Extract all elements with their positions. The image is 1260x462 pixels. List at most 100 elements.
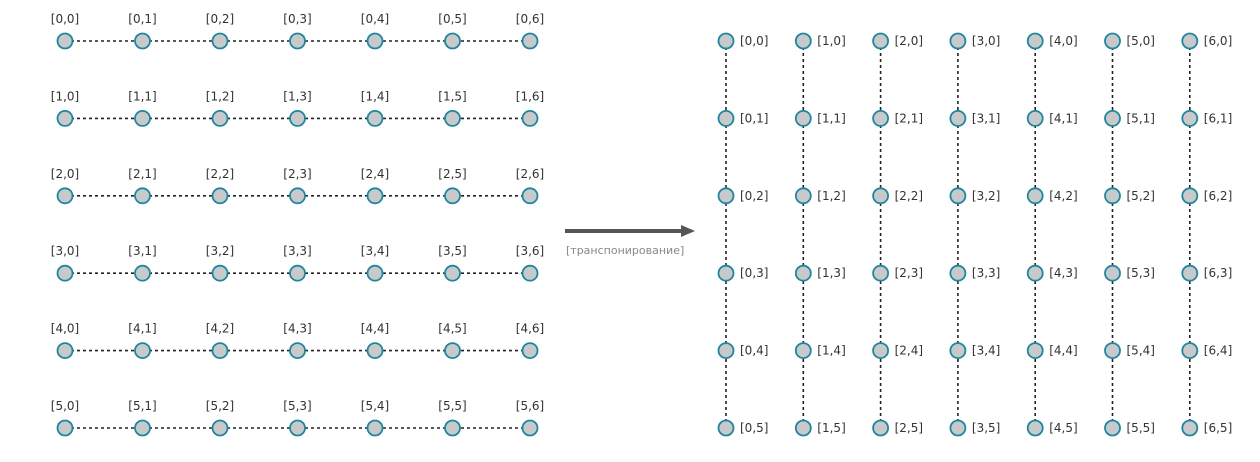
matrix-node: [1181, 187, 1199, 205]
right-column: [0,0] [0,1] [0,2] [0,3] [0,4] [0,5]: [717, 32, 768, 437]
matrix-node: [444, 342, 461, 360]
matrix-node: [134, 419, 151, 437]
matrix-node: [289, 342, 306, 360]
node-label: [5,3]: [283, 399, 311, 413]
matrix-node: [949, 110, 967, 127]
node-label: [5,2]: [206, 399, 234, 413]
node-label: [5,0]: [51, 399, 79, 413]
matrix-node: [794, 110, 812, 127]
arrow-head: [681, 225, 695, 237]
node-label: [1,3]: [817, 266, 845, 280]
matrix-node: [521, 187, 539, 205]
node-label: [3,0]: [972, 34, 1000, 48]
node-label: [1,3]: [283, 89, 311, 103]
matrix-node: [1026, 342, 1044, 360]
matrix-node: [289, 419, 306, 437]
node-label: [2,4]: [895, 344, 923, 358]
matrix-node: [56, 110, 74, 127]
matrix-node: [794, 419, 812, 437]
node-label: [0,4]: [361, 12, 389, 26]
node-label: [0,3]: [283, 12, 311, 26]
node-label: [2,0]: [51, 167, 79, 181]
matrix-node: [1104, 187, 1121, 205]
matrix-node: [872, 342, 889, 360]
matrix-node: [134, 187, 151, 205]
right-matrix-columns: [0,0] [0,1] [0,2] [0,3] [0,4] [0,5] [1,0] [1,1]…: [717, 32, 1232, 437]
node-label: [4,2]: [206, 322, 234, 336]
node-label: [4,1]: [128, 322, 156, 336]
matrix-node: [134, 342, 151, 360]
matrix-node: [1181, 110, 1199, 127]
node-label: [3,4]: [972, 344, 1000, 358]
node-label: [3,1]: [972, 111, 1000, 125]
matrix-node: [949, 342, 967, 360]
matrix-node: [366, 187, 384, 205]
node-label: [1,4]: [361, 89, 389, 103]
matrix-node: [794, 32, 812, 50]
left-matrix-rows: [0,0] [0,1] [0,2] [0,3] [0,4] [0,5] [0,6] [1,0]…: [51, 12, 544, 437]
matrix-node: [56, 32, 74, 50]
matrix-node: [289, 264, 306, 282]
right-column: [2,0] [2,1] [2,2] [2,3] [2,4] [2,5]: [872, 32, 923, 437]
matrix-node: [366, 110, 384, 127]
right-column: [3,0] [3,1] [3,2] [3,3] [3,4] [3,5]: [949, 32, 1000, 437]
matrix-node: [1104, 419, 1121, 437]
matrix-node: [56, 342, 74, 360]
matrix-node: [211, 32, 229, 50]
node-label: [1,1]: [817, 111, 845, 125]
node-label: [1,4]: [817, 344, 845, 358]
matrix-node: [1181, 342, 1199, 360]
matrix-node: [134, 110, 151, 127]
matrix-node: [1181, 32, 1199, 50]
node-label: [5,0]: [1127, 34, 1155, 48]
node-label: [1,0]: [817, 34, 845, 48]
node-label: [3,6]: [516, 244, 544, 258]
matrix-node: [872, 419, 889, 437]
right-column: [4,0] [4,1] [4,2] [4,3] [4,4] [4,5]: [1026, 32, 1078, 437]
node-label: [0,2]: [206, 12, 234, 26]
matrix-node: [521, 32, 539, 50]
matrix-node: [717, 419, 735, 437]
node-label: [1,2]: [817, 189, 845, 203]
left-row: [1,0] [1,1] [1,2] [1,3] [1,4] [1,5] [1,6]: [51, 89, 544, 127]
matrix-node: [717, 342, 735, 360]
matrix-node: [949, 32, 967, 50]
matrix-node: [289, 32, 306, 50]
matrix-node: [211, 419, 229, 437]
matrix-node: [444, 419, 461, 437]
matrix-node: [521, 264, 539, 282]
node-label: [4,2]: [1049, 189, 1077, 203]
node-label: [0,5]: [438, 12, 466, 26]
matrix-node: [717, 187, 735, 205]
matrix-node: [366, 32, 384, 50]
matrix-node: [872, 187, 889, 205]
matrix-node: [211, 110, 229, 127]
matrix-node: [211, 187, 229, 205]
matrix-node: [211, 342, 229, 360]
node-label: [5,5]: [438, 399, 466, 413]
node-label: [0,0]: [51, 12, 79, 26]
node-label: [1,6]: [516, 89, 544, 103]
node-label: [4,0]: [51, 322, 79, 336]
matrix-node: [521, 342, 539, 360]
node-label: [5,6]: [516, 399, 544, 413]
node-label: [5,1]: [128, 399, 156, 413]
node-label: [4,5]: [438, 322, 466, 336]
node-label: [3,5]: [438, 244, 466, 258]
left-row: [2,0] [2,1] [2,2] [2,3] [2,4] [2,5] [2,6]: [51, 167, 544, 205]
matrix-node: [717, 264, 735, 282]
node-label: [6,0]: [1204, 34, 1232, 48]
node-label: [0,1]: [128, 12, 156, 26]
node-label: [3,2]: [206, 244, 234, 258]
node-label: [6,5]: [1204, 421, 1232, 435]
matrix-node: [1104, 342, 1121, 360]
node-label: [2,5]: [438, 167, 466, 181]
right-column: [6,0] [6,1] [6,2] [6,3] [6,4] [6,5]: [1181, 32, 1232, 437]
node-label: [3,2]: [972, 189, 1000, 203]
node-label: [2,2]: [895, 189, 923, 203]
matrix-node: [1026, 187, 1044, 205]
node-label: [5,3]: [1127, 266, 1155, 280]
matrix-node: [521, 419, 539, 437]
transpose-arrow: [транспонирование]: [565, 225, 695, 257]
